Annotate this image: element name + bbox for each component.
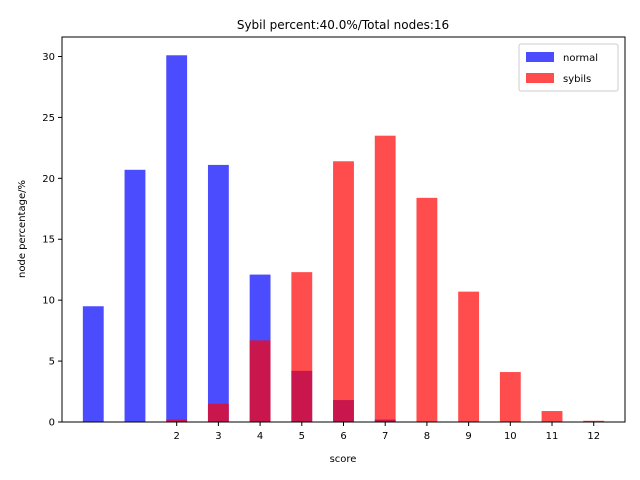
x-tick-label: 9 (465, 431, 471, 442)
x-axis: 2 3 4 5 6 7 8 9 10 11 12 (173, 422, 600, 442)
y-axis-label: node percentage/% (17, 180, 28, 278)
x-tick-label: 10 (504, 431, 517, 442)
x-tick-label: 6 (340, 431, 346, 442)
x-tick-label: 5 (299, 431, 305, 442)
chart-title: Sybil percent:40.0%/Total nodes:16 (237, 18, 449, 32)
bar-sybils-12 (583, 420, 605, 422)
bar-sybils-11 (541, 411, 563, 422)
legend-swatch-sybils (526, 73, 554, 83)
bar-normal-1 (124, 169, 146, 422)
bar-sybils-5 (291, 272, 313, 422)
bar-sybils-10 (499, 372, 521, 422)
y-tick-label: 0 (49, 418, 55, 429)
x-tick-label: 11 (546, 431, 559, 442)
y-tick-label: 15 (42, 235, 55, 246)
legend-swatch-normal (526, 52, 554, 62)
x-axis-label: score (330, 454, 357, 465)
bar-normal-3 (207, 164, 229, 422)
y-tick-label: 10 (42, 296, 55, 307)
y-tick-label: 20 (42, 174, 55, 185)
bar-normal-2 (166, 55, 188, 422)
x-tick-label: 4 (257, 431, 263, 442)
bar-sybils-2 (166, 419, 188, 422)
y-tick-label: 30 (42, 52, 55, 63)
x-tick-label: 7 (382, 431, 388, 442)
bar-sybils-3 (207, 403, 229, 422)
legend: normal sybils (518, 43, 619, 92)
y-tick-label: 5 (49, 357, 55, 368)
legend-label-sybils: sybils (563, 74, 591, 85)
bar-sybils-4 (249, 340, 271, 422)
x-tick-label: 2 (173, 431, 179, 442)
bar-sybils-7 (374, 135, 396, 422)
x-tick-label: 3 (215, 431, 221, 442)
legend-label-normal: normal (563, 53, 598, 64)
bar-sybils-6 (333, 161, 354, 422)
x-tick-label: 8 (424, 431, 430, 442)
bar-sybils-8 (416, 197, 438, 422)
bars-layer (82, 55, 605, 422)
x-tick-label: 12 (587, 431, 600, 442)
bar-sybils-9 (458, 291, 480, 422)
bar-normal-0 (82, 306, 104, 422)
y-axis: 0 5 10 15 20 25 30 (42, 52, 62, 429)
y-tick-label: 25 (42, 113, 55, 124)
